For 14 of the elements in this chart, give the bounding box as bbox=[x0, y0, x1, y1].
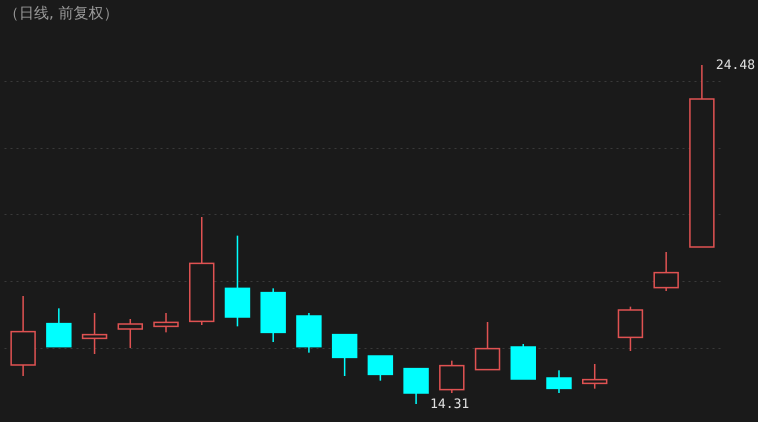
candlestick bbox=[368, 355, 394, 382]
candlestick bbox=[439, 360, 465, 394]
candlestick bbox=[118, 318, 144, 349]
candlestick bbox=[582, 363, 608, 390]
candlestick bbox=[546, 370, 572, 394]
candlestick bbox=[46, 308, 72, 348]
annotation: 24.48 bbox=[716, 58, 756, 73]
candlestick bbox=[153, 312, 179, 334]
chart-title: （日线, 前复权） bbox=[4, 4, 119, 22]
candlestick bbox=[653, 251, 679, 292]
candlestick bbox=[474, 321, 500, 370]
annotation: 14.31 bbox=[430, 397, 470, 412]
candlestick bbox=[332, 334, 358, 377]
candlestick bbox=[82, 312, 108, 355]
